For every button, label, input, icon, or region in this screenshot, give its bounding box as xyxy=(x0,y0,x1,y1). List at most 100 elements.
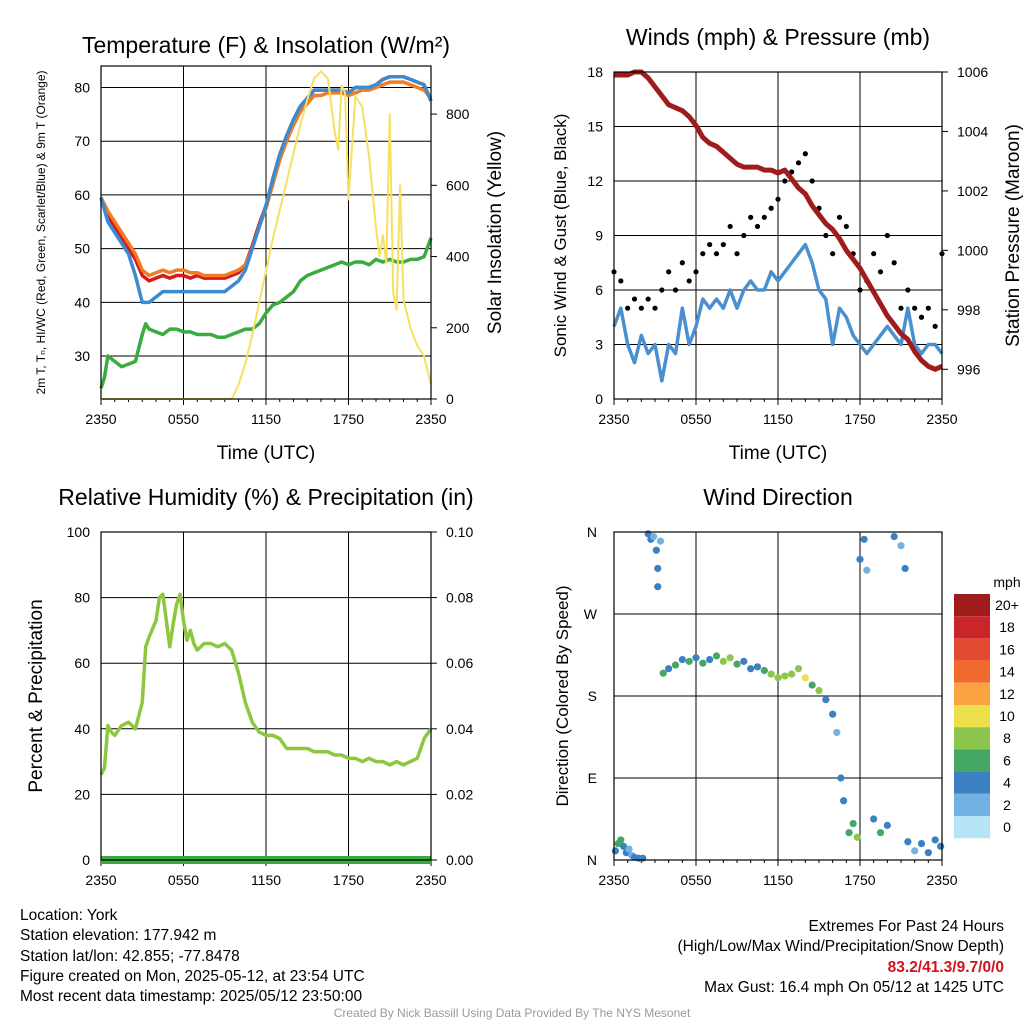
x-tick-label: 2350 xyxy=(85,411,116,427)
y2-tick-label: 600 xyxy=(446,177,470,193)
colorbar-swatch xyxy=(954,682,990,705)
y-axis-label: 2m T, Tₙ, HI/WC (Red, Green, Scarlet/Blu… xyxy=(34,71,48,395)
x-tick-label: 2350 xyxy=(598,411,629,427)
station-location: Location: York xyxy=(20,907,118,924)
chart-title: Relative Humidity (%) & Precipitation (i… xyxy=(58,484,473,510)
y-tick-label: 40 xyxy=(74,721,90,737)
x-tick-label: 1750 xyxy=(333,872,364,888)
gust-point xyxy=(693,269,699,275)
y-tick-label: N xyxy=(587,852,597,868)
x-tick-label: 2350 xyxy=(415,872,446,888)
wind-direction-point xyxy=(840,797,848,805)
gust-point xyxy=(754,223,761,230)
wind-direction-point xyxy=(890,532,898,541)
y2-tick-label: 996 xyxy=(957,361,981,377)
wind-direction-point xyxy=(870,815,878,823)
x-axis-label: Time (UTC) xyxy=(217,443,316,464)
gust-point xyxy=(638,305,644,311)
station-info: Location: York Station elevation: 177.94… xyxy=(20,906,365,1007)
chart-panel-2: Winds (mph) & Pressure (mb) 2350 0550 1150 1… xyxy=(551,24,1024,464)
colorbar-swatch xyxy=(954,816,990,839)
y2-tick-label: 0.10 xyxy=(446,524,473,540)
y2-tick-label: 0 xyxy=(446,391,454,407)
wind-direction-point xyxy=(740,657,748,665)
wind-direction-point xyxy=(671,661,680,669)
plot-frame xyxy=(100,65,432,400)
gust-point xyxy=(925,305,931,311)
wind-direction-point xyxy=(876,829,885,837)
y2-tick-label: 1004 xyxy=(957,123,988,139)
station-latlon: Station lat/lon: 42.855; -77.8478 xyxy=(20,947,240,965)
y-tick-label: 70 xyxy=(74,133,90,149)
gust-point xyxy=(823,232,829,239)
colorbar-label: 10 xyxy=(999,708,1015,724)
plot-frame xyxy=(613,71,943,400)
wind-direction-point xyxy=(678,655,686,664)
gust-point xyxy=(618,278,624,284)
gust-point xyxy=(761,214,767,220)
x-tick-label: 1150 xyxy=(251,411,281,427)
wind-direction-point xyxy=(788,670,796,678)
wind-direction-point xyxy=(760,666,768,675)
extremes-subheading: (High/Low/Max Wind/Precipitation/Snow De… xyxy=(677,938,1005,956)
gust-point xyxy=(768,205,774,211)
y-tick-label: 100 xyxy=(67,524,91,540)
y-tick-label: 20 xyxy=(74,786,90,802)
gust-point xyxy=(713,251,720,257)
chart-title: Winds (mph) & Pressure (mb) xyxy=(626,24,930,50)
y-tick-label: 60 xyxy=(74,187,90,203)
chart-title: Wind Direction xyxy=(703,484,853,510)
x-tick-label: 1750 xyxy=(844,411,875,427)
wind-direction-point xyxy=(719,657,727,665)
gust-point xyxy=(727,223,733,230)
wind-direction-point xyxy=(726,654,734,662)
y2-tick-label: 400 xyxy=(446,249,470,265)
wind-direction-point xyxy=(924,849,932,857)
colorbar-swatch xyxy=(954,660,990,683)
plot-frame xyxy=(100,531,432,861)
wind-direction-point xyxy=(904,838,912,846)
y-tick-label: 40 xyxy=(74,294,90,310)
wind-direction-point xyxy=(860,535,868,543)
x-tick-label: 1750 xyxy=(333,411,364,427)
wind-direction-point xyxy=(611,847,619,855)
extremes-values: 83.2/41.3/9.7/0/0 xyxy=(887,958,1004,976)
x-tick-label: 2350 xyxy=(85,872,116,888)
colorbar-label: 8 xyxy=(1003,730,1011,746)
y-tick-label: 60 xyxy=(74,655,90,671)
colorbar-label: 20+ xyxy=(995,597,1019,613)
wind-direction-point xyxy=(650,532,658,541)
gust-point xyxy=(918,314,925,320)
wind-direction-point xyxy=(733,660,741,668)
wind-direction-point xyxy=(845,829,853,837)
y-tick-label: W xyxy=(584,606,598,622)
wind-direction-point xyxy=(931,836,939,844)
wind-direction-point xyxy=(774,674,782,682)
x-tick-label: 0550 xyxy=(168,411,199,427)
y2-tick-label: 0.08 xyxy=(446,590,473,606)
gust-point xyxy=(932,323,938,329)
y2-tick-label: 998 xyxy=(957,302,981,318)
colorbar-label: 2 xyxy=(1003,797,1011,813)
gust-point xyxy=(700,251,706,257)
colorbar-swatch xyxy=(954,727,990,750)
wind-direction-point xyxy=(794,665,803,673)
y2-tick-label: 200 xyxy=(446,320,470,336)
colorbar-label: 4 xyxy=(1003,775,1011,791)
x-tick-label: 2350 xyxy=(598,872,629,888)
wind-direction-point xyxy=(706,655,714,664)
chart-panel-1: Temperature (F) & Insolation (W/m²)2350 0… xyxy=(34,32,506,464)
gust-point xyxy=(782,178,788,184)
wind-direction-point xyxy=(901,564,909,573)
x-tick-label: 2350 xyxy=(926,872,957,888)
wind-direction-point xyxy=(747,665,755,673)
colorbar-swatch xyxy=(954,793,990,816)
gust-point xyxy=(748,214,754,220)
gust-point xyxy=(857,287,863,293)
wind-direction-point xyxy=(656,537,665,545)
wind-direction-point xyxy=(917,840,926,848)
colorbar-label: 0 xyxy=(1003,819,1011,835)
gust-point xyxy=(666,269,672,275)
wind-direction-point xyxy=(654,583,662,591)
wind-direction-point xyxy=(699,659,707,667)
